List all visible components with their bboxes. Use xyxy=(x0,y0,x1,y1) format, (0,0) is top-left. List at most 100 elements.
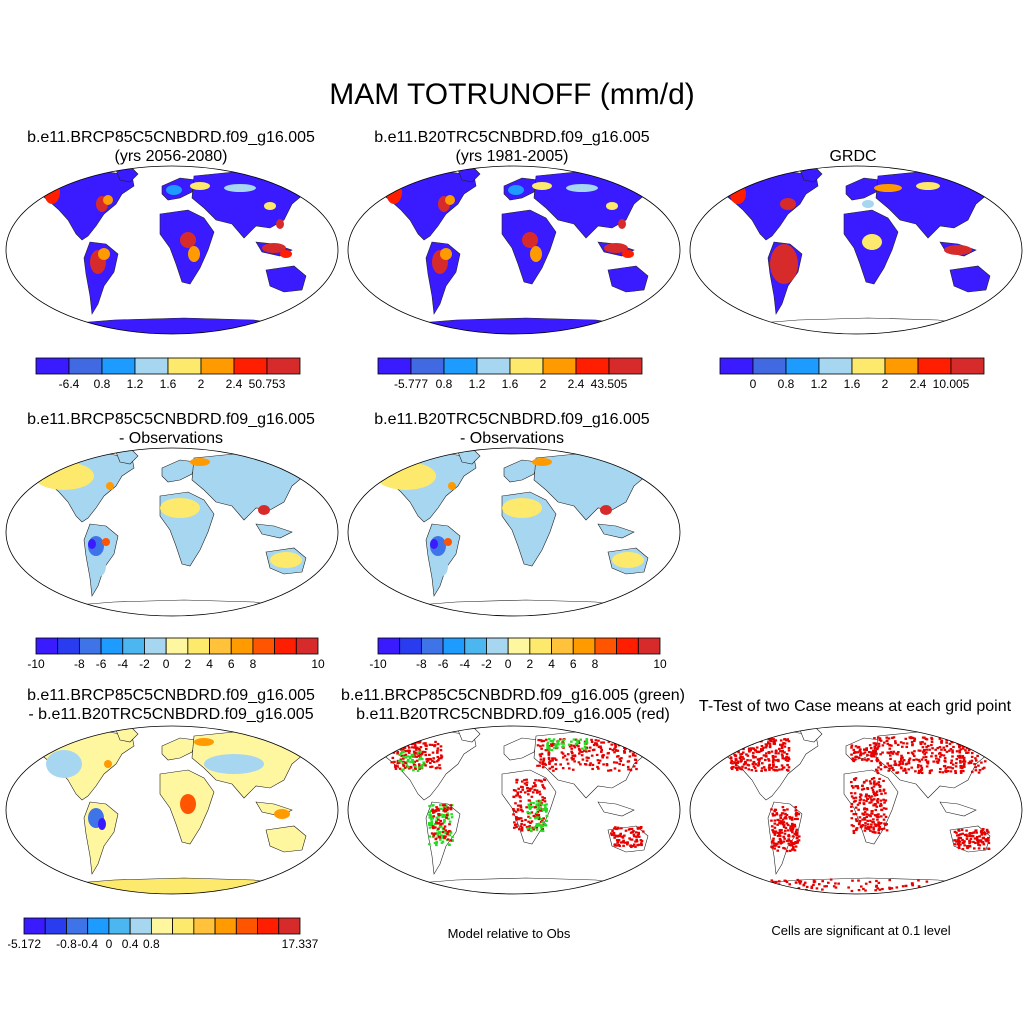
colorbar-label: -6 xyxy=(96,657,107,671)
data-cell xyxy=(581,747,584,750)
data-cell xyxy=(622,844,625,847)
data-cell xyxy=(542,739,546,743)
data-cell xyxy=(790,841,793,844)
data-cell xyxy=(628,755,632,758)
data-cell xyxy=(562,742,566,745)
data-cell xyxy=(572,744,576,747)
data-cell xyxy=(619,832,623,835)
data-cell xyxy=(418,767,421,770)
data-cell xyxy=(852,759,856,763)
data-cell xyxy=(411,760,415,763)
data-cell xyxy=(540,740,544,743)
data-cell xyxy=(755,739,758,743)
data-cell xyxy=(430,832,434,835)
data-cell xyxy=(852,800,856,803)
data-cell xyxy=(777,758,780,762)
data-cell xyxy=(948,749,951,752)
colorbar-label: 2 xyxy=(540,377,547,391)
data-cell xyxy=(773,844,776,847)
data-cell xyxy=(768,751,771,755)
colorbar-swatch xyxy=(509,357,544,375)
data-cell xyxy=(783,751,786,754)
data-cell xyxy=(541,762,545,766)
data-cell xyxy=(873,745,877,748)
data-cell xyxy=(976,738,979,742)
data-cell xyxy=(791,827,795,830)
data-cell xyxy=(734,758,738,762)
data-patch xyxy=(204,754,264,774)
data-cell xyxy=(954,765,958,768)
data-cell xyxy=(780,744,784,748)
data-cell xyxy=(630,845,633,849)
continent-indonesia xyxy=(597,523,635,539)
continent-north-america xyxy=(381,171,477,241)
data-cell xyxy=(556,741,560,744)
continent-antarctica xyxy=(747,877,979,894)
data-cell xyxy=(784,829,787,832)
data-cell xyxy=(731,743,734,746)
data-cell xyxy=(765,755,768,758)
data-patch xyxy=(180,794,196,814)
data-patch xyxy=(618,219,626,229)
data-cell xyxy=(541,744,545,747)
data-cell xyxy=(541,784,544,787)
data-cell xyxy=(778,747,781,751)
data-cell xyxy=(615,738,618,741)
data-cell xyxy=(887,737,891,740)
data-cell xyxy=(528,805,532,808)
data-cell xyxy=(951,751,954,754)
data-cell xyxy=(420,757,424,761)
continent-europe xyxy=(503,737,539,761)
data-cell xyxy=(790,840,793,843)
data-cell xyxy=(635,835,638,838)
data-cell xyxy=(597,739,600,742)
data-cell xyxy=(786,823,790,827)
data-cell xyxy=(857,822,861,825)
data-cell xyxy=(921,740,924,744)
data-cell xyxy=(413,746,416,749)
data-cell xyxy=(530,787,533,790)
data-cell xyxy=(969,837,973,840)
data-cell xyxy=(439,838,442,841)
data-cell xyxy=(637,831,641,834)
colorbar-label: 0.8 xyxy=(94,377,111,391)
data-cell xyxy=(607,740,611,743)
data-cell xyxy=(736,761,740,764)
data-patch xyxy=(974,178,986,190)
data-cell xyxy=(435,819,438,822)
data-cell xyxy=(623,841,627,844)
panel-2-title-line1: b.e11.B20TRC5CNBDRD.f09_g16.005 xyxy=(374,129,650,146)
data-cell xyxy=(415,748,418,751)
data-cell xyxy=(866,826,870,829)
data-cell xyxy=(773,831,776,834)
data-cell xyxy=(435,808,439,811)
colorbar-swatch xyxy=(150,917,174,935)
data-cell xyxy=(404,749,407,753)
data-cell xyxy=(891,766,894,770)
data-patch xyxy=(508,185,524,195)
data-cell xyxy=(635,738,639,742)
data-cell xyxy=(629,738,633,741)
data-cell xyxy=(541,819,544,822)
data-cell xyxy=(949,748,953,751)
data-cell xyxy=(585,759,589,762)
data-cell xyxy=(923,742,927,745)
colorbar-label: 10 xyxy=(311,657,325,671)
data-cell xyxy=(932,760,936,763)
data-patch xyxy=(436,556,448,576)
data-cell xyxy=(578,749,581,752)
data-patch xyxy=(770,244,798,284)
data-cell xyxy=(517,787,520,790)
map-panel-5 xyxy=(347,447,681,617)
data-cell xyxy=(393,760,396,763)
data-cell xyxy=(983,847,986,850)
data-cell xyxy=(967,748,971,752)
data-cell xyxy=(781,823,785,826)
colorbar-swatch xyxy=(594,637,618,655)
data-cell xyxy=(987,831,990,834)
data-cell xyxy=(919,889,923,892)
data-cell xyxy=(891,752,895,755)
data-cell xyxy=(910,751,914,754)
data-cell xyxy=(435,806,438,809)
data-cell xyxy=(911,753,915,756)
